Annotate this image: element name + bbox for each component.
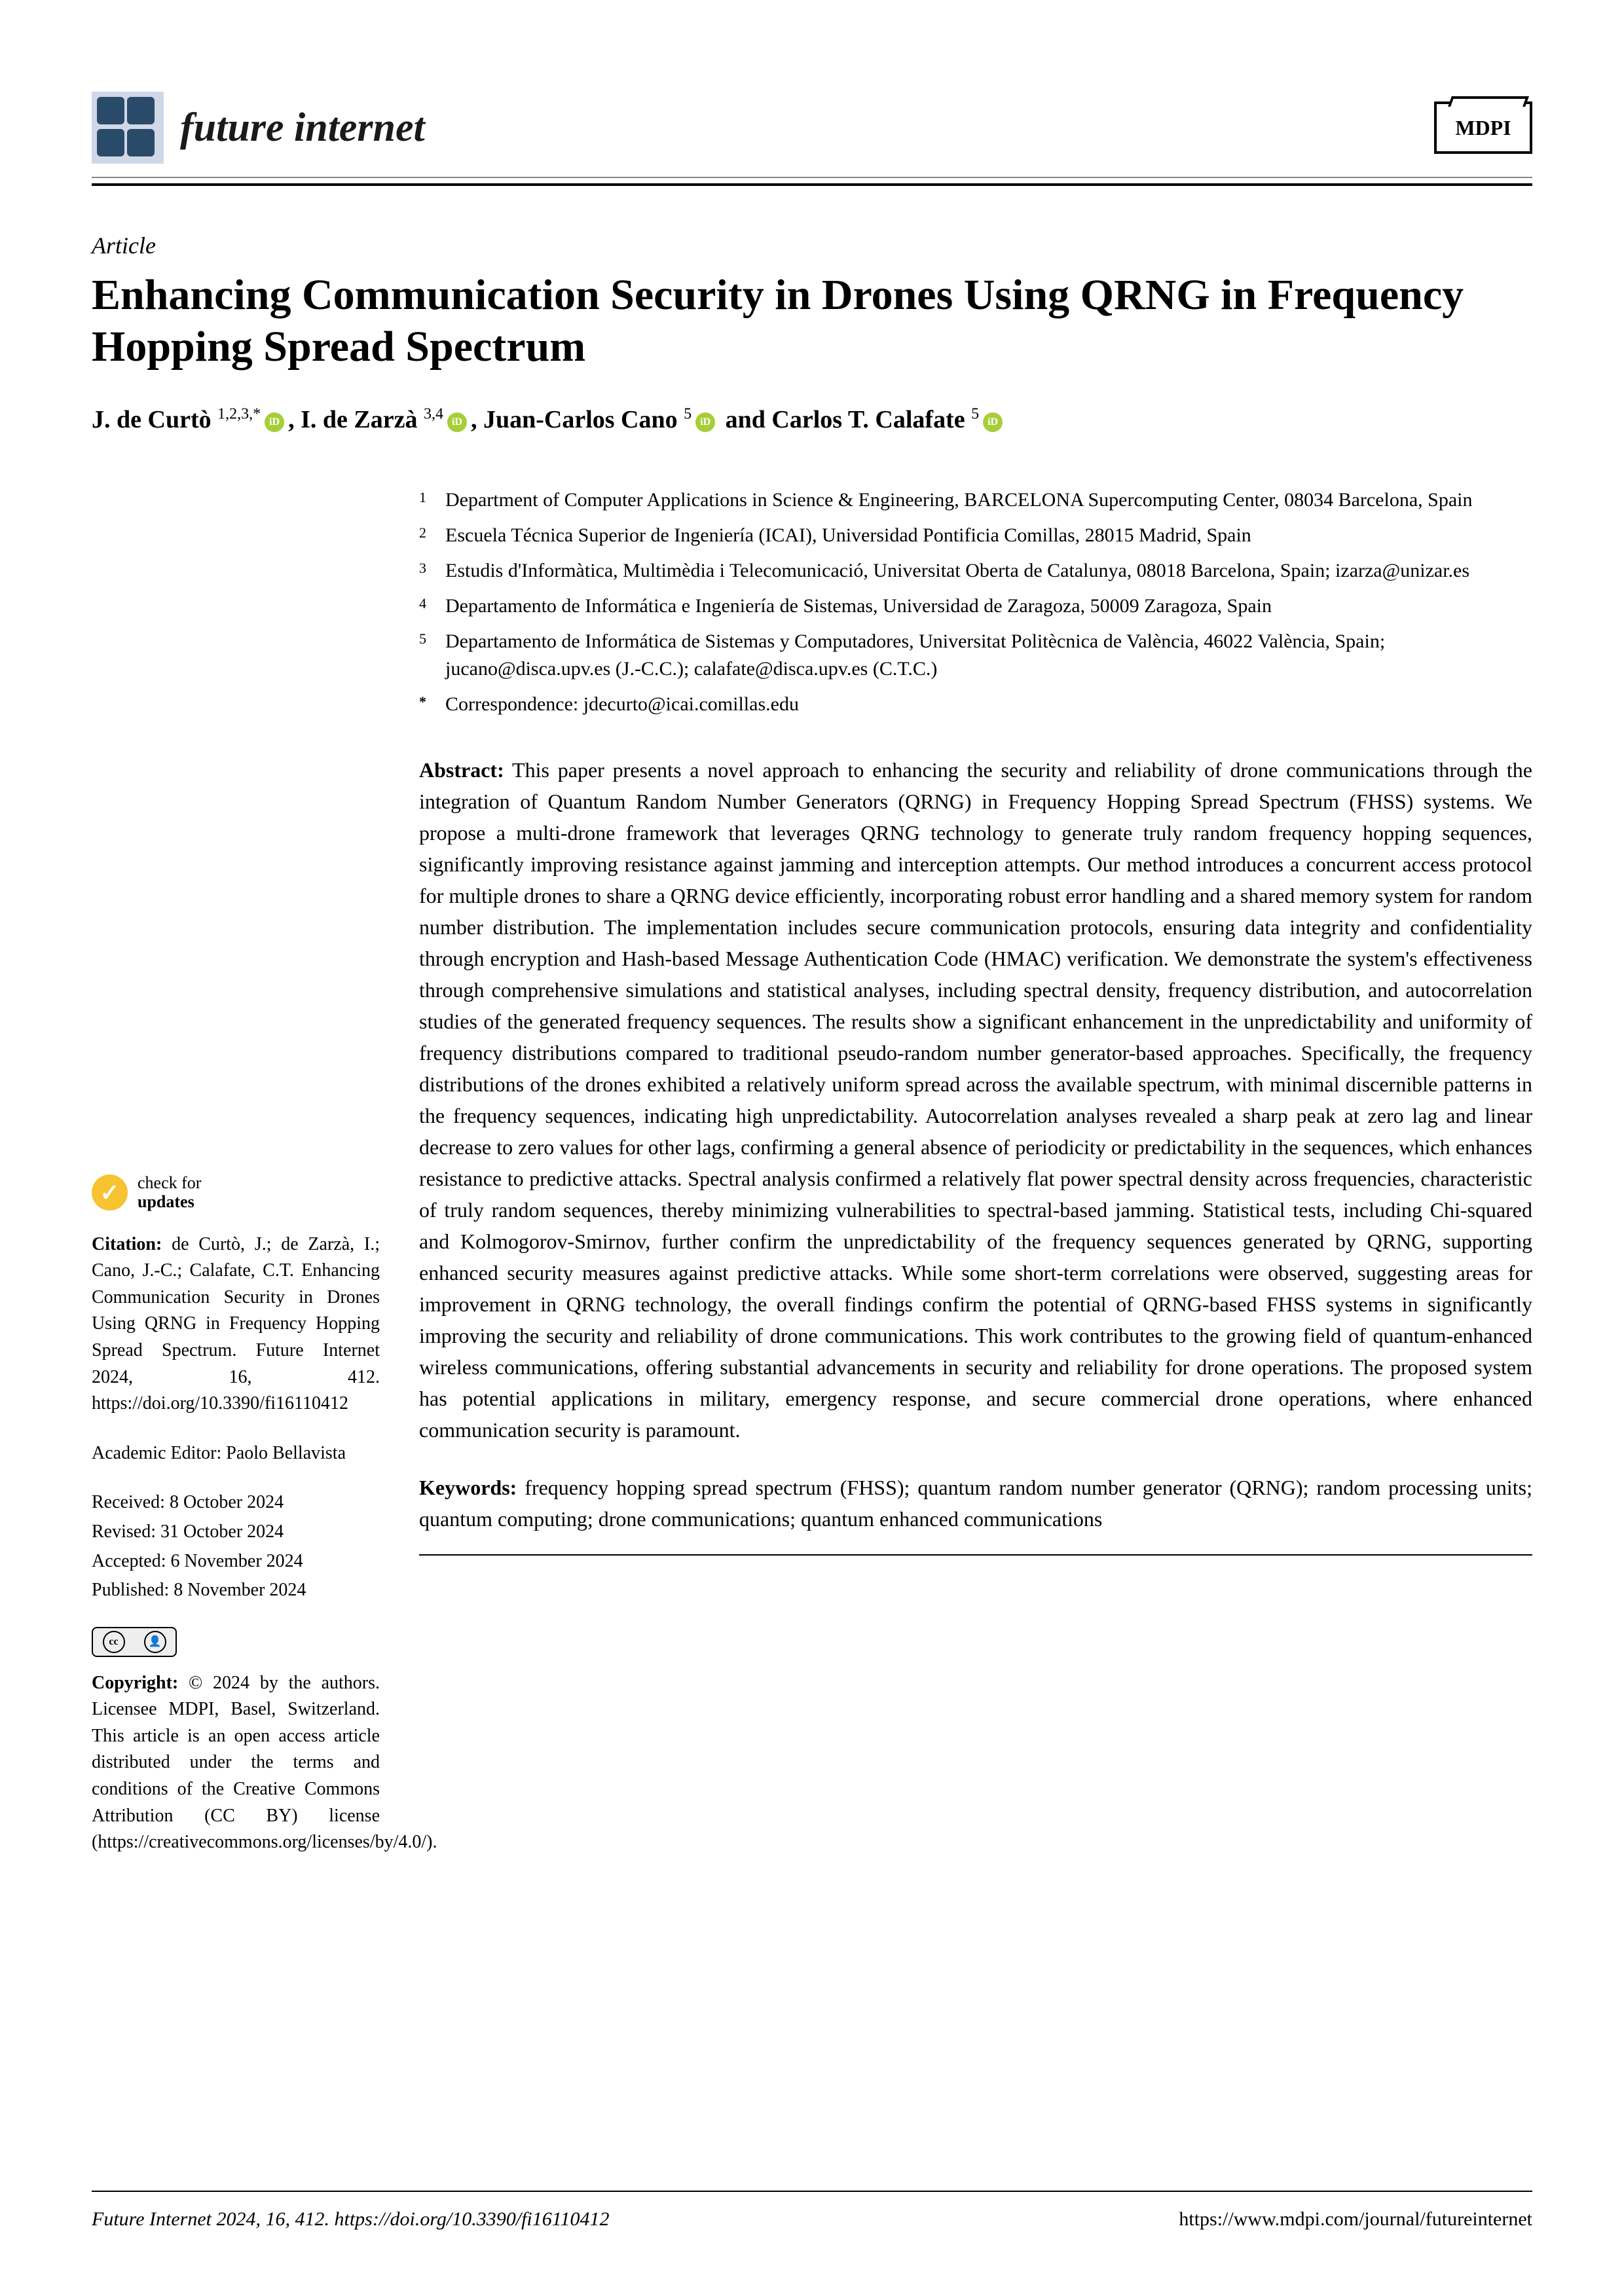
author-name: J. de Curtò <box>92 406 212 433</box>
author-list: J. de Curtò 1,2,3,*, I. de Zarzà 3,4, Ju… <box>92 405 1532 434</box>
affiliation-row: 5Departamento de Informática de Sistemas… <box>419 628 1532 683</box>
affil-text: Departamento de Informática e Ingeniería… <box>445 592 1272 620</box>
author-affil-sup: 5 <box>684 406 692 423</box>
check-updates-icon <box>92 1175 128 1211</box>
footer-url: https://www.mdpi.com/journal/futureinter… <box>1179 2208 1532 2231</box>
affil-text: Department of Computer Applications in S… <box>445 486 1473 514</box>
check-line1: check for <box>138 1173 201 1192</box>
corr-text: Correspondence: jdecurto@icai.comillas.e… <box>445 691 799 718</box>
abstract-block: Abstract: This paper presents a novel ap… <box>419 754 1532 1446</box>
cc-icon: cc <box>103 1631 125 1653</box>
correspondence-row: * Correspondence: jdecurto@icai.comillas.… <box>419 691 1532 718</box>
date-published: Published: 8 November 2024 <box>92 1577 380 1604</box>
affil-num: 3 <box>419 557 432 585</box>
affil-num: 5 <box>419 628 432 683</box>
citation-text: de Curtò, J.; de Zarzà, I.; Cano, J.-C.;… <box>92 1234 380 1414</box>
author-affil-sup: 3,4 <box>424 406 443 423</box>
page-footer: Future Internet 2024, 16, 412. https://d… <box>92 2191 1532 2231</box>
check-updates-text: check for updates <box>138 1174 201 1211</box>
date-accepted: Accepted: 6 November 2024 <box>92 1548 380 1575</box>
author-affil-sup: 5 <box>971 406 979 423</box>
by-icon: 👤 <box>144 1631 166 1653</box>
copyright-block: Copyright: © 2024 by the authors. Licens… <box>92 1670 380 1856</box>
keywords-block: Keywords: frequency hopping spread spect… <box>419 1472 1532 1535</box>
date-received: Received: 8 October 2024 <box>92 1489 380 1516</box>
copyright-label: Copyright: <box>92 1673 178 1693</box>
editor-label: Academic Editor: <box>92 1443 221 1463</box>
author-name: Carlos T. Calafate <box>771 406 965 433</box>
page-header: future internet MDPI <box>92 92 1532 164</box>
copyright-text: © 2024 by the authors. Licensee MDPI, Ba… <box>92 1673 437 1853</box>
citation-block: Citation: de Curtò, J.; de Zarzà, I.; Ca… <box>92 1231 380 1417</box>
affil-num: 2 <box>419 522 432 549</box>
keywords-text: frequency hopping spread spectrum (FHSS)… <box>419 1476 1532 1531</box>
editor-name: Paolo Bellavista <box>226 1443 346 1463</box>
header-rule-thin <box>92 177 1532 178</box>
date-revised: Revised: 31 October 2024 <box>92 1519 380 1546</box>
editor-block: Academic Editor: Paolo Bellavista <box>92 1440 380 1467</box>
affiliation-row: 2 Escuela Técnica Superior de Ingeniería … <box>419 522 1532 549</box>
affil-text: Estudis d'Informàtica, Multimèdia i Tele… <box>445 557 1469 585</box>
author-name: Juan-Carlos Cano <box>483 406 678 433</box>
main-column: 1 Department of Computer Applications in … <box>419 486 1532 1855</box>
affil-text: Departamento de Informática de Sistemas … <box>445 628 1532 683</box>
check-line2: updates <box>138 1193 201 1212</box>
corr-mark: * <box>419 691 432 718</box>
affil-num: 1 <box>419 486 432 514</box>
abstract-text: This paper presents a novel approach to … <box>419 758 1532 1442</box>
keywords-label: Keywords: <box>419 1476 517 1499</box>
citation-label: Citation: <box>92 1234 162 1254</box>
footer-citation: Future Internet 2024, 16, 412. https://d… <box>92 2208 610 2231</box>
keywords-rule <box>419 1554 1532 1556</box>
footer-rule <box>92 2191 1532 2192</box>
affiliation-row: 3 Estudis d'Informàtica, Multimèdia i Tel… <box>419 557 1532 585</box>
dates-block: Received: 8 October 2024 Revised: 31 Oct… <box>92 1489 380 1603</box>
affil-text: Escuela Técnica Superior de Ingeniería (… <box>445 522 1251 549</box>
publisher-logo-icon: MDPI <box>1434 101 1532 154</box>
article-type: Article <box>92 232 1532 259</box>
check-for-updates[interactable]: check for updates <box>92 1174 380 1211</box>
author-affil-sup: 1,2,3, <box>217 406 253 423</box>
affiliation-row: 4 Departamento de Informática e Ingenierí… <box>419 592 1532 620</box>
header-rule-thick <box>92 183 1532 186</box>
affiliation-row: 1 Department of Computer Applications in … <box>419 486 1532 514</box>
article-title: Enhancing Communication Security in Dron… <box>92 269 1532 373</box>
journal-name: future internet <box>180 105 425 151</box>
orcid-icon[interactable] <box>983 412 1003 432</box>
affiliations-list: 1 Department of Computer Applications in … <box>419 486 1532 718</box>
journal-logo-icon <box>92 92 164 164</box>
orcid-icon[interactable] <box>265 412 284 432</box>
journal-brand: future internet <box>92 92 425 164</box>
orcid-icon[interactable] <box>695 412 715 432</box>
author-name: I. de Zarzà <box>301 406 417 433</box>
orcid-icon[interactable] <box>447 412 467 432</box>
cc-by-badge-icon[interactable]: cc 👤 <box>92 1627 177 1657</box>
sidebar: check for updates Citation: de Curtò, J.… <box>92 486 380 1855</box>
corresponding-mark: * <box>253 406 261 423</box>
abstract-label: Abstract: <box>419 758 504 782</box>
affil-num: 4 <box>419 592 432 620</box>
